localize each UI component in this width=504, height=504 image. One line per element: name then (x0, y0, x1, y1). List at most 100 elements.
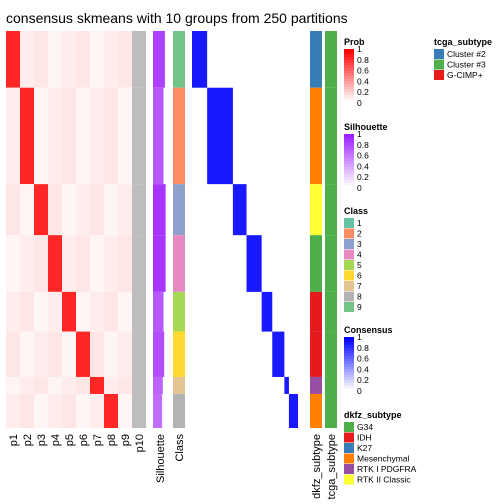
consensus-legend-gradient-step (344, 388, 354, 392)
silhouette-legend-gradient-step (344, 169, 354, 173)
class-cell-group-2 (173, 87, 185, 185)
prob-cell-p10-group-4 (132, 235, 146, 292)
prob-legend-gradient-step (344, 67, 354, 72)
prob-cell-p4-group-3 (48, 184, 62, 236)
dkfz-subtype-legend-swatch (344, 422, 354, 432)
consensus-legend-tick: 1 (357, 332, 362, 342)
tcga-subtype-legend-label: Cluster #3 (447, 60, 486, 70)
prob-cell-p6-group-6 (76, 331, 90, 377)
consensus-legend-gradient-step (344, 342, 354, 346)
prob-cell-p4-group-8 (48, 393, 62, 428)
dkfz-subtype-legend-swatch (344, 474, 354, 485)
chart-title: consensus skmeans with 10 groups from 25… (6, 10, 348, 26)
prob-cell-p1-group-9 (6, 31, 20, 88)
prob-cell-p8-group-6 (104, 331, 118, 377)
consensus-block-group-3 (232, 184, 247, 236)
consensus-legend-gradient-step (344, 382, 354, 387)
dkfz-subtype-cell-group-6 (310, 331, 322, 377)
prob-legend-gradient-step (344, 86, 354, 90)
class-legend-swatch (344, 270, 354, 281)
consensus-legend-gradient-step (344, 345, 354, 349)
consensus-legend-gradient-step (344, 350, 354, 354)
silhouette-legend-tick: 0.6 (357, 151, 369, 161)
prob-cell-p8-group-2 (104, 87, 118, 185)
prob-cell-p9-group-7 (118, 376, 132, 394)
prob-cell-p10-group-6 (132, 331, 146, 377)
legends: Prob10.80.60.40.20Silhouette10.80.60.40.… (344, 37, 492, 485)
class-legend-label: 8 (357, 292, 362, 302)
silhouette-legend-gradient-step (344, 171, 354, 175)
prob-legend-gradient-step (344, 54, 354, 58)
class-legend-label: 2 (357, 229, 362, 239)
silhouette-bar-group-5 (153, 291, 164, 332)
prob-cell-p1-group-7 (6, 376, 20, 394)
consensus-block-group-2 (207, 87, 233, 185)
prob-legend-gradient-step (344, 89, 354, 93)
silhouette-legend-tick: 1 (357, 129, 362, 139)
prob-cell-p1-group-6 (6, 331, 20, 377)
consensus-legend-tick: 0 (357, 386, 362, 396)
consensus-legend-gradient-step (344, 358, 354, 362)
consensus-legend-tick: 0.8 (357, 343, 369, 353)
prob-legend-gradient-step (344, 92, 354, 96)
class-legend-label: 4 (357, 250, 362, 260)
column-labels: p1 p2 p3 p4 p5 p6 p7 p8 p9 p10 Silhouette Class dkfz… (8, 434, 338, 500)
silhouette-legend-gradient-step (344, 179, 354, 184)
consensus-block-group-5 (261, 291, 273, 332)
prob-cell-p2-group-8 (20, 393, 34, 428)
prob-cell-p1-group-4 (6, 235, 20, 292)
silhouette-legend-gradient-step (344, 134, 354, 138)
prob-cell-p7-group-8 (90, 393, 104, 428)
class-legend-swatch (344, 291, 354, 302)
silhouette-legend-gradient-step (344, 150, 354, 154)
class-legend-label: 9 (357, 302, 362, 312)
consensus-legend-gradient-step (344, 377, 354, 381)
dkfz-subtype-legend-label: RTK II Classic (357, 475, 411, 485)
prob-legend-gradient-step (344, 84, 354, 88)
tcga-subtype-legend-title: tcga_subtype (434, 37, 492, 47)
class-legend-label: 6 (357, 271, 362, 281)
class-legend-swatch (344, 302, 354, 312)
class-cell-group-6 (173, 331, 185, 377)
prob-cell-p5-group-9 (62, 31, 76, 88)
prob-legend-tick: 0.8 (357, 55, 369, 65)
consensus-legend-gradient-step (344, 337, 354, 341)
prob-cell-p10-group-2 (132, 87, 146, 185)
prob-cell-p10-group-8 (132, 393, 146, 428)
prob-legend-gradient-step (344, 78, 354, 82)
dkfz-subtype-legend-label: RTK I PDGFRA (357, 464, 417, 474)
prob-cell-p2-group-7 (20, 376, 34, 394)
prob-cell-p7-group-6 (90, 331, 104, 377)
prob-cell-p6-group-8 (76, 393, 90, 428)
tcga-subtype-cell-group-9 (325, 31, 337, 88)
tcga-subtype-cell-group-2 (325, 87, 337, 185)
prob-cell-p8-group-9 (104, 31, 118, 88)
dkfz-subtype-legend-label: G34 (357, 422, 373, 432)
prob-legend-gradient-step (344, 49, 354, 53)
prob-cell-p8-group-4 (104, 235, 118, 292)
prob-column-label-p7: p7 (92, 434, 104, 446)
consensus-legend-tick: 0.6 (357, 354, 369, 364)
class-legend-label: 5 (357, 260, 362, 270)
prob-cell-p5-group-2 (62, 87, 76, 185)
prob-legend-gradient-step (344, 81, 354, 85)
class-legend-swatch (344, 239, 354, 249)
prob-cell-p3-group-4 (34, 235, 48, 292)
prob-cell-p2-group-5 (20, 291, 34, 332)
prob-column-label-p1: p1 (8, 434, 20, 446)
consensus-legend-gradient-step (344, 339, 354, 343)
tcga-subtype-legend-swatch (434, 59, 444, 70)
consensus-legend-gradient-step (344, 347, 354, 351)
prob-column-label-p3: p3 (36, 434, 48, 446)
silhouette-bar-group-7 (153, 376, 163, 394)
class-legend-label: 7 (357, 281, 362, 291)
prob-cell-p7-group-4 (90, 235, 104, 292)
tcga-subtype-cell-group-3 (325, 184, 337, 236)
prob-cell-p4-group-5 (48, 291, 62, 332)
consensus-block-group-4 (246, 235, 262, 292)
class-cell-group-3 (173, 184, 185, 236)
prob-cell-p6-group-3 (76, 184, 90, 236)
silhouette-legend-tick: 0.8 (357, 140, 369, 150)
silhouette-bar-group-4 (153, 235, 166, 292)
silhouette-legend-title: Silhouette (344, 122, 388, 132)
